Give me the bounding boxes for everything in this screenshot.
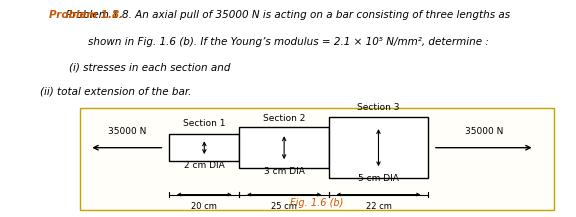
Text: 25 cm: 25 cm bbox=[271, 202, 297, 211]
Text: (ii) total extension of the bar.: (ii) total extension of the bar. bbox=[40, 87, 192, 97]
Text: Problem 1.8. An axial pull of 35000 N is acting on a bar consisting of three len: Problem 1.8. An axial pull of 35000 N is… bbox=[66, 10, 510, 20]
Bar bbox=[329, 117, 428, 178]
Text: Fig. 1.6 (b): Fig. 1.6 (b) bbox=[290, 198, 343, 208]
Text: 35000 N: 35000 N bbox=[108, 127, 146, 136]
FancyBboxPatch shape bbox=[79, 108, 554, 210]
Text: (i) stresses in each section and: (i) stresses in each section and bbox=[69, 63, 230, 73]
Text: 35000 N: 35000 N bbox=[464, 127, 503, 136]
Text: 5 cm DIA: 5 cm DIA bbox=[358, 174, 399, 183]
Text: shown in Fig. 1.6 (b). If the Young’s modulus = 2.1 × 10⁵ N/mm², determine :: shown in Fig. 1.6 (b). If the Young’s mo… bbox=[88, 37, 488, 47]
Text: 22 cm: 22 cm bbox=[366, 202, 392, 211]
Text: Section 2: Section 2 bbox=[263, 113, 305, 123]
Text: Section 1: Section 1 bbox=[183, 119, 226, 128]
Bar bbox=[240, 127, 329, 168]
Text: 20 cm: 20 cm bbox=[191, 202, 217, 211]
Text: 2 cm DIA: 2 cm DIA bbox=[184, 161, 225, 171]
Text: Problem 1.8.: Problem 1.8. bbox=[49, 10, 123, 20]
Bar bbox=[169, 135, 240, 161]
Text: Section 3: Section 3 bbox=[357, 104, 400, 112]
Text: 3 cm DIA: 3 cm DIA bbox=[264, 167, 305, 176]
